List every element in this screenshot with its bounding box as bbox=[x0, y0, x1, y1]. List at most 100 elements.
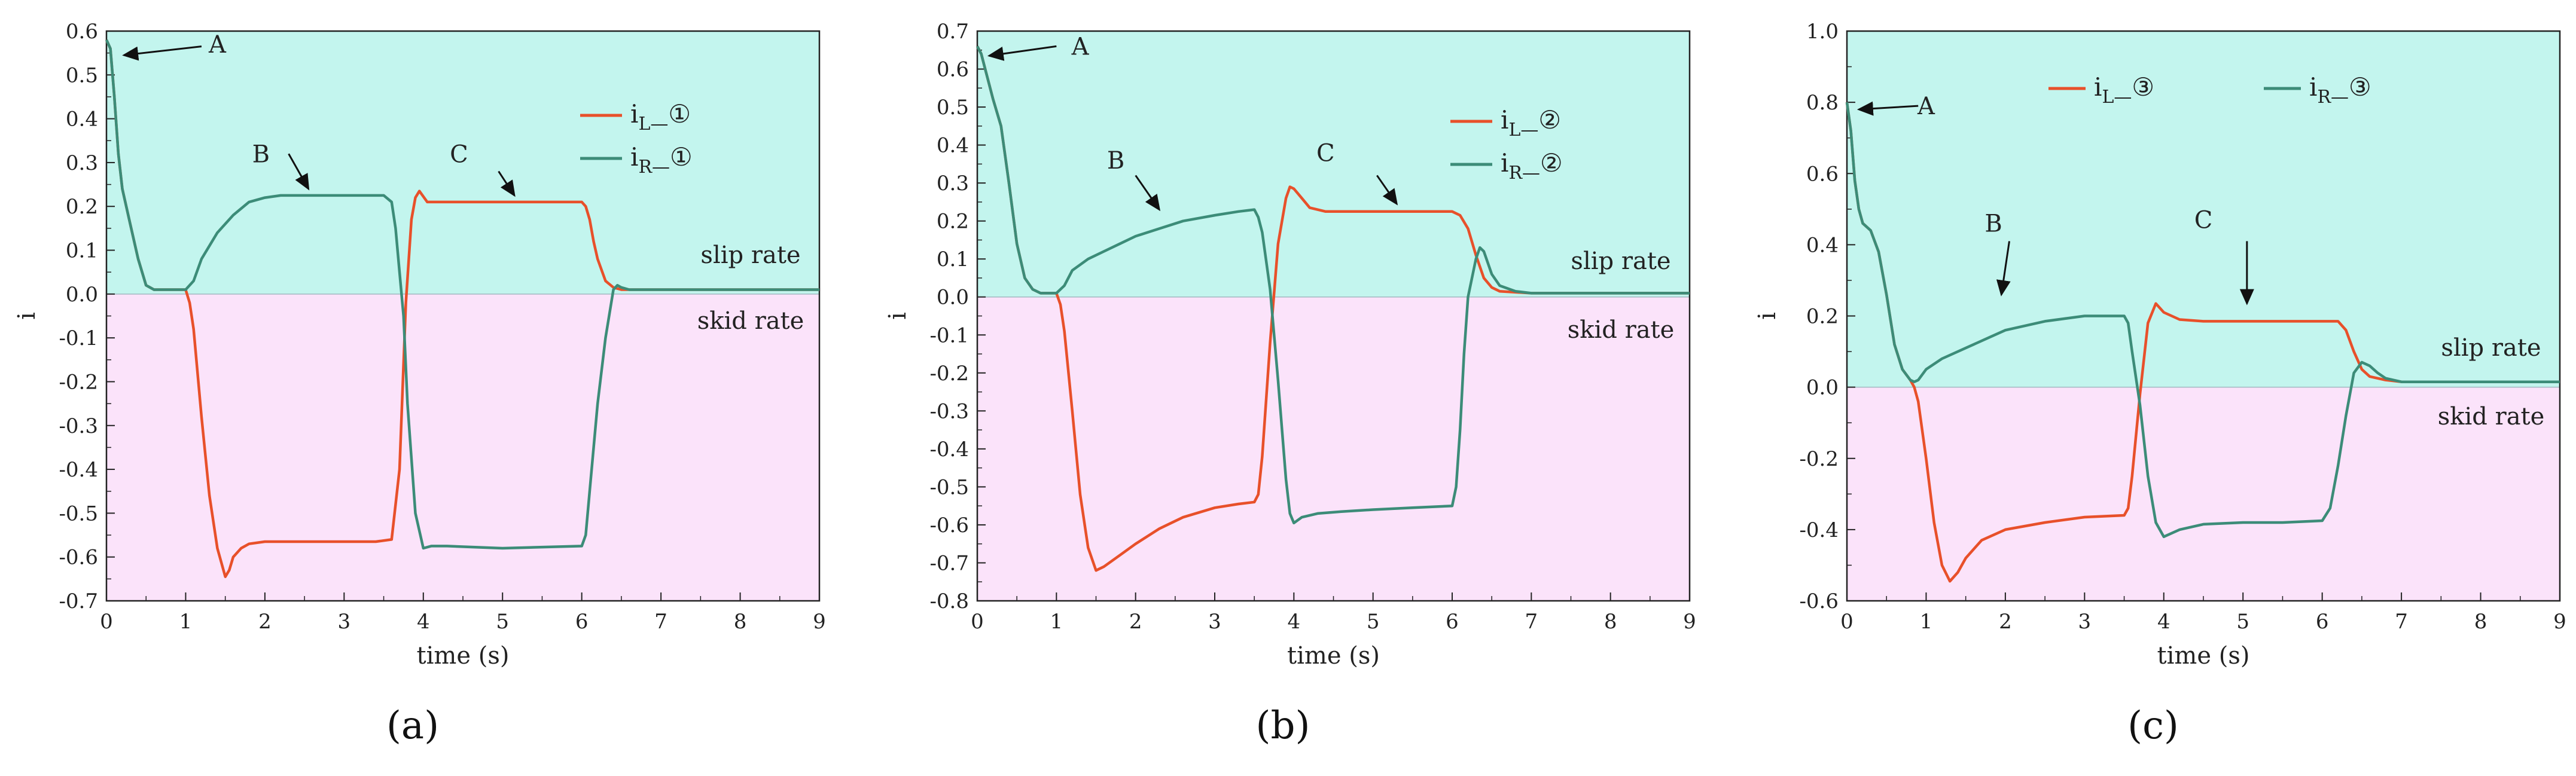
y-tick-label: 0.2 bbox=[937, 210, 969, 234]
legend-main: i bbox=[2094, 72, 2102, 102]
y-tick-label: 0.4 bbox=[1806, 233, 1839, 257]
chart-panel-a: 0.6 0.5 0.4 0.3 0.2 0.1 0.0 -0.1 -0.2 -0.3 -0.4 -0.… bbox=[13, 20, 826, 748]
x-tick-label: 1 bbox=[1050, 610, 1063, 634]
chart-panel-c: 1.0 0.8 0.6 0.4 0.2 0.0 -0.2 -0.4 -0.60 1 2 3 4 5 6 7 8 9… bbox=[1754, 20, 2566, 748]
annotation-arrow bbox=[288, 153, 310, 191]
y-tick-label: 1.0 bbox=[1806, 20, 1839, 44]
panel-label: (b) bbox=[1256, 704, 1310, 748]
y-tick-label: -0.4 bbox=[59, 458, 98, 482]
x-tick-label: 2 bbox=[1129, 610, 1142, 634]
annotation-arrow bbox=[1135, 175, 1161, 212]
legend-entry: iL—① bbox=[630, 99, 691, 135]
x-tick-label: 0 bbox=[971, 610, 984, 634]
legend-entry: iR—① bbox=[630, 142, 693, 178]
y-tick-label: -0.4 bbox=[929, 438, 969, 462]
y-tick-label: 0.5 bbox=[937, 96, 969, 120]
y-tick-label: 0.1 bbox=[66, 239, 98, 263]
legend: iL—② iR—② bbox=[1450, 105, 1563, 184]
x-tick-label: 0 bbox=[1840, 610, 1853, 634]
annotation-label: B bbox=[1107, 147, 1124, 175]
x-tick-label: 6 bbox=[2316, 610, 2329, 634]
legend: iL—③ iR—③ bbox=[2048, 72, 2371, 108]
annotation-label: A bbox=[1071, 33, 1090, 60]
x-tick-label: 9 bbox=[813, 610, 826, 634]
y-tick-label: -0.5 bbox=[929, 475, 969, 499]
y-tick-label: -0.6 bbox=[1799, 589, 1839, 613]
x-tick-label: 9 bbox=[1683, 610, 1696, 634]
x-tick-label: 8 bbox=[1604, 610, 1617, 634]
x-axis-label: time (s) bbox=[2157, 642, 2250, 670]
y-tick-label: -0.2 bbox=[59, 370, 98, 394]
x-tick-label: 0 bbox=[100, 610, 113, 634]
y-tick-label: -0.2 bbox=[1799, 447, 1839, 471]
y-tick-label: 0.8 bbox=[1806, 91, 1839, 115]
y-tick-label: -0.8 bbox=[929, 589, 969, 613]
y-tick-label: 0.0 bbox=[66, 283, 98, 307]
y-axis-label: i bbox=[13, 312, 41, 320]
x-axis-label: time (s) bbox=[417, 642, 510, 670]
x-tick-label: 1 bbox=[179, 610, 193, 634]
x-tick-label: 7 bbox=[654, 610, 667, 634]
skid-rate-label: skid rate bbox=[697, 307, 804, 335]
x-tick-label: 2 bbox=[258, 610, 272, 634]
annotation-label: C bbox=[1316, 139, 1335, 167]
x-tick-label: 9 bbox=[2553, 610, 2566, 634]
x-tick-label: 4 bbox=[2157, 610, 2170, 634]
x-tick-label: 6 bbox=[575, 610, 589, 634]
legend-circle: ③ bbox=[2132, 72, 2154, 102]
skid-region bbox=[977, 297, 1690, 601]
y-tick-label: 0.4 bbox=[66, 108, 98, 132]
x-tick-label: 3 bbox=[338, 610, 351, 634]
skid-region bbox=[106, 294, 819, 601]
annotation-arrow bbox=[1996, 241, 2011, 297]
legend-sub: R— bbox=[1508, 163, 1540, 184]
legend-circle: ① bbox=[670, 142, 693, 172]
annotation-label: C bbox=[2194, 207, 2213, 234]
y-tick-label: 0.6 bbox=[1806, 162, 1839, 186]
y-tick-label: 0.6 bbox=[937, 58, 969, 82]
slip-rate-label: slip rate bbox=[700, 242, 800, 269]
legend-entry: iR—② bbox=[1501, 148, 1563, 184]
x-tick-label: 8 bbox=[734, 610, 747, 634]
y-tick-label: -0.1 bbox=[59, 326, 98, 350]
y-tick-label: -0.6 bbox=[929, 514, 969, 537]
legend-main: i bbox=[1501, 148, 1508, 178]
annotation-arrow bbox=[987, 45, 1057, 61]
y-axis-label: i bbox=[884, 312, 911, 320]
annotation-label: A bbox=[1917, 93, 1935, 120]
annotation-label: B bbox=[1984, 210, 2002, 238]
legend-circle: ① bbox=[668, 99, 691, 129]
slip-region bbox=[1847, 31, 2560, 387]
x-tick-label: 1 bbox=[1920, 610, 1933, 634]
legend-entry: iR—③ bbox=[2309, 72, 2371, 108]
legend-entry: iL—② bbox=[1501, 105, 1561, 140]
y-tick-label: 0.0 bbox=[937, 286, 969, 310]
y-tick-label: 0.1 bbox=[937, 248, 969, 271]
skid-rate-label: skid rate bbox=[1568, 316, 1675, 344]
legend-main: i bbox=[1501, 105, 1508, 135]
y-tick-label: 0.5 bbox=[66, 63, 98, 87]
x-tick-label: 4 bbox=[1288, 610, 1301, 634]
legend-main: i bbox=[630, 99, 638, 129]
annotation-label: B bbox=[252, 140, 270, 168]
y-tick-label: -0.4 bbox=[1799, 518, 1839, 542]
series-line-ir bbox=[1845, 102, 2560, 539]
legend-sub: L— bbox=[638, 114, 668, 135]
annotation-arrow bbox=[498, 170, 516, 197]
legend: iL—①iR—① bbox=[580, 99, 693, 178]
skid-region bbox=[1847, 387, 2560, 601]
x-tick-label: 5 bbox=[496, 610, 509, 634]
x-tick-label: 8 bbox=[2474, 610, 2487, 634]
annotation-label: A bbox=[208, 31, 227, 59]
annotation-label: C bbox=[450, 140, 468, 168]
annotation-arrow bbox=[1376, 175, 1398, 206]
legend-sub: L— bbox=[2102, 87, 2132, 108]
panel-label: (c) bbox=[2127, 704, 2179, 748]
panel-label: (a) bbox=[386, 704, 439, 748]
legend-main: i bbox=[630, 142, 638, 172]
y-axis-label: i bbox=[1754, 312, 1781, 320]
y-tick-label: -0.3 bbox=[59, 414, 98, 438]
series-line-ir bbox=[976, 45, 1690, 525]
x-tick-label: 7 bbox=[1525, 610, 1538, 634]
